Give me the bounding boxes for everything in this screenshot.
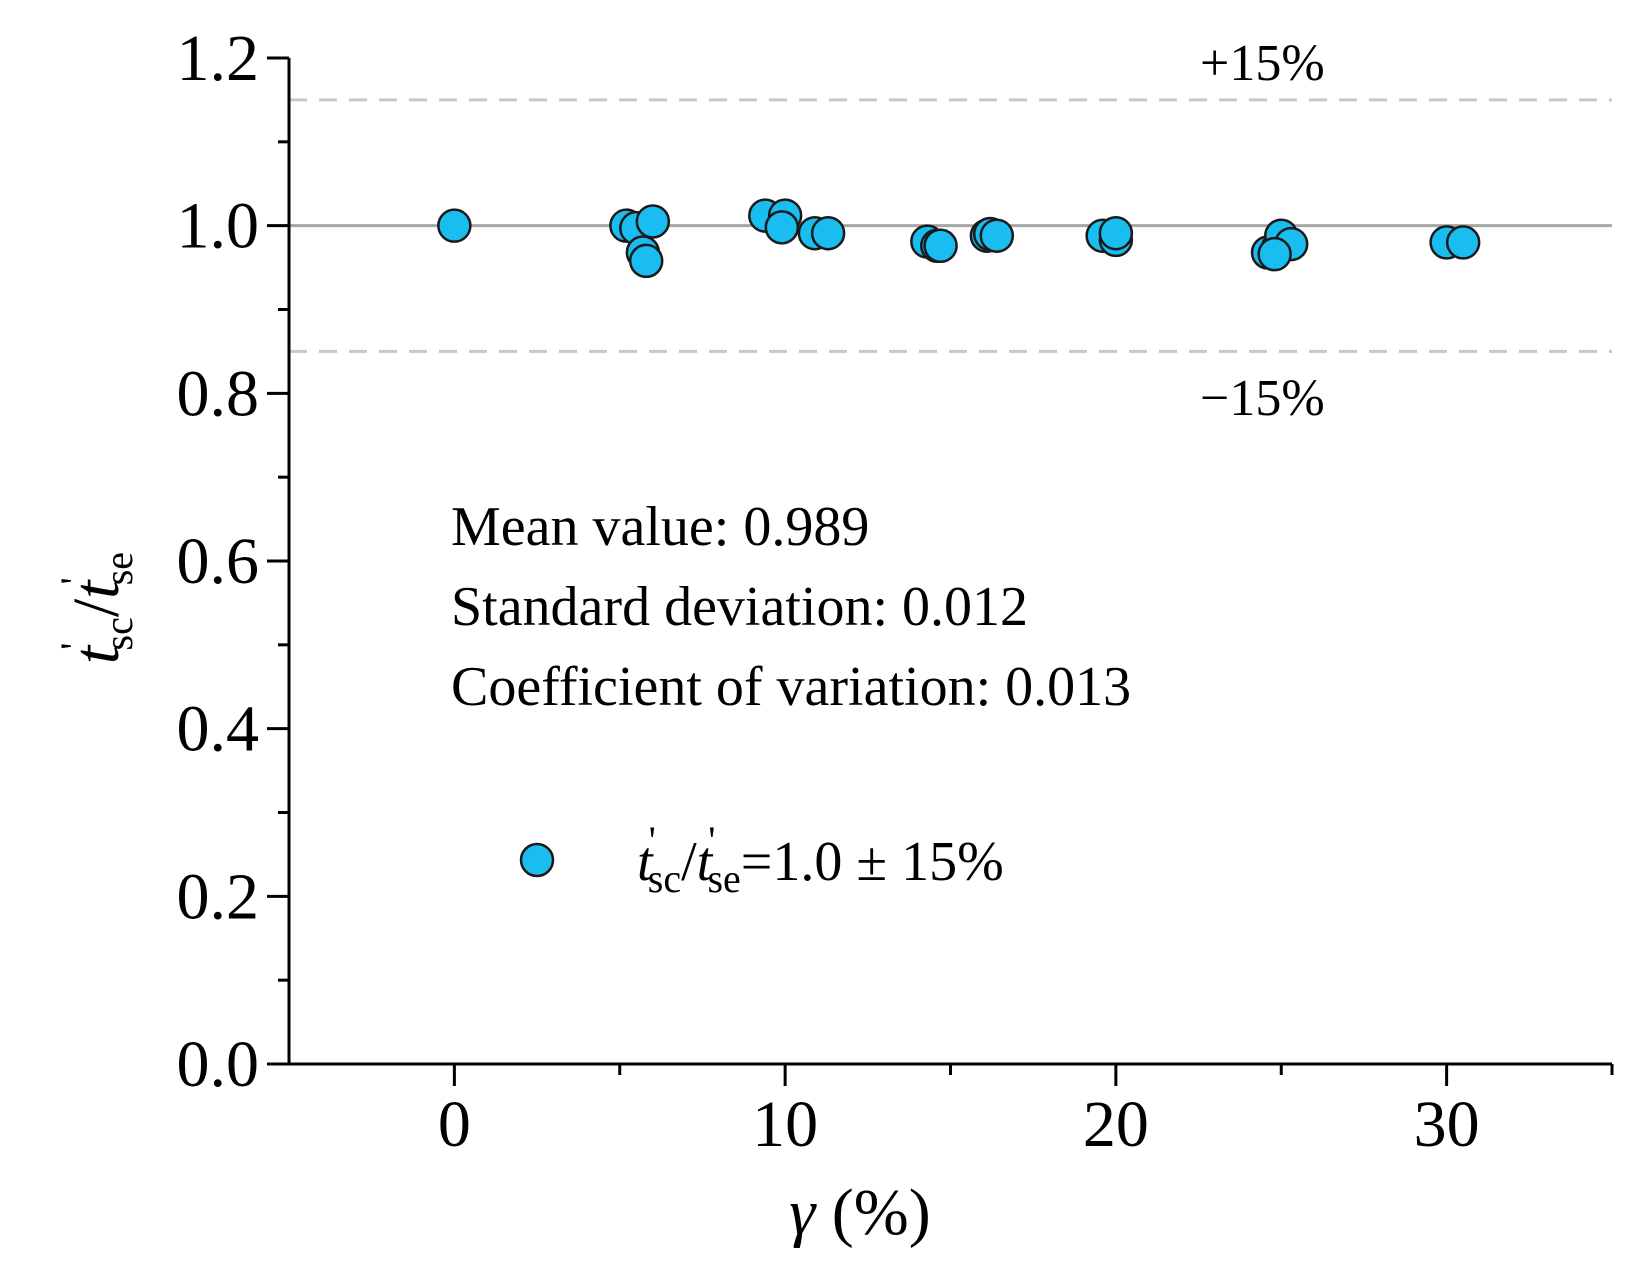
y-tick-label: 0.0 bbox=[177, 1028, 260, 1101]
ticks: 0.0 0.2 0.4 0.6 0.8 1.0 1.2 0 10 20 30 bbox=[177, 22, 1614, 1161]
axes bbox=[287, 58, 1612, 1066]
data-point bbox=[1098, 215, 1134, 251]
data-point bbox=[764, 210, 800, 245]
upper-band-label: +15% bbox=[1200, 35, 1325, 92]
y-tick-label: 0.8 bbox=[177, 357, 260, 430]
y-tick-label: 1.0 bbox=[177, 190, 260, 263]
lower-band-label: −15% bbox=[1200, 370, 1325, 427]
y-axis-title: t'sc/t'se bbox=[52, 552, 141, 664]
data-point bbox=[979, 218, 1015, 253]
data-point bbox=[1445, 225, 1481, 260]
stat-mean: Mean value: 0.989 bbox=[451, 496, 869, 558]
y-tick-label: 0.4 bbox=[177, 693, 260, 766]
data-point bbox=[810, 215, 846, 251]
reference-lines bbox=[289, 98, 1612, 353]
x-tick-label: 30 bbox=[1414, 1088, 1480, 1161]
legend-label: t' sc/t' se=1.0 ± 15% bbox=[637, 818, 1004, 901]
legend-marker bbox=[519, 842, 555, 878]
data-point bbox=[1257, 236, 1292, 272]
stat-std: Standard deviation: 0.012 bbox=[451, 576, 1028, 638]
data-point bbox=[635, 204, 671, 239]
data-point bbox=[923, 228, 958, 264]
y-tick-label: 0.6 bbox=[177, 525, 260, 598]
y-tick-label: 1.2 bbox=[177, 22, 260, 95]
x-tick-label: 0 bbox=[438, 1088, 471, 1161]
x-tick-label: 10 bbox=[752, 1088, 818, 1161]
y-axis-title-group: t'sc/t'se bbox=[52, 552, 141, 664]
data-points bbox=[437, 198, 1481, 279]
data-point bbox=[437, 208, 472, 243]
stat-cov: Coefficient of variation: 0.013 bbox=[451, 656, 1131, 718]
x-tick-label: 20 bbox=[1083, 1088, 1149, 1161]
y-tick-label: 0.2 bbox=[177, 860, 260, 933]
data-point bbox=[628, 243, 664, 279]
x-axis-title: γ (%) bbox=[789, 1176, 930, 1249]
